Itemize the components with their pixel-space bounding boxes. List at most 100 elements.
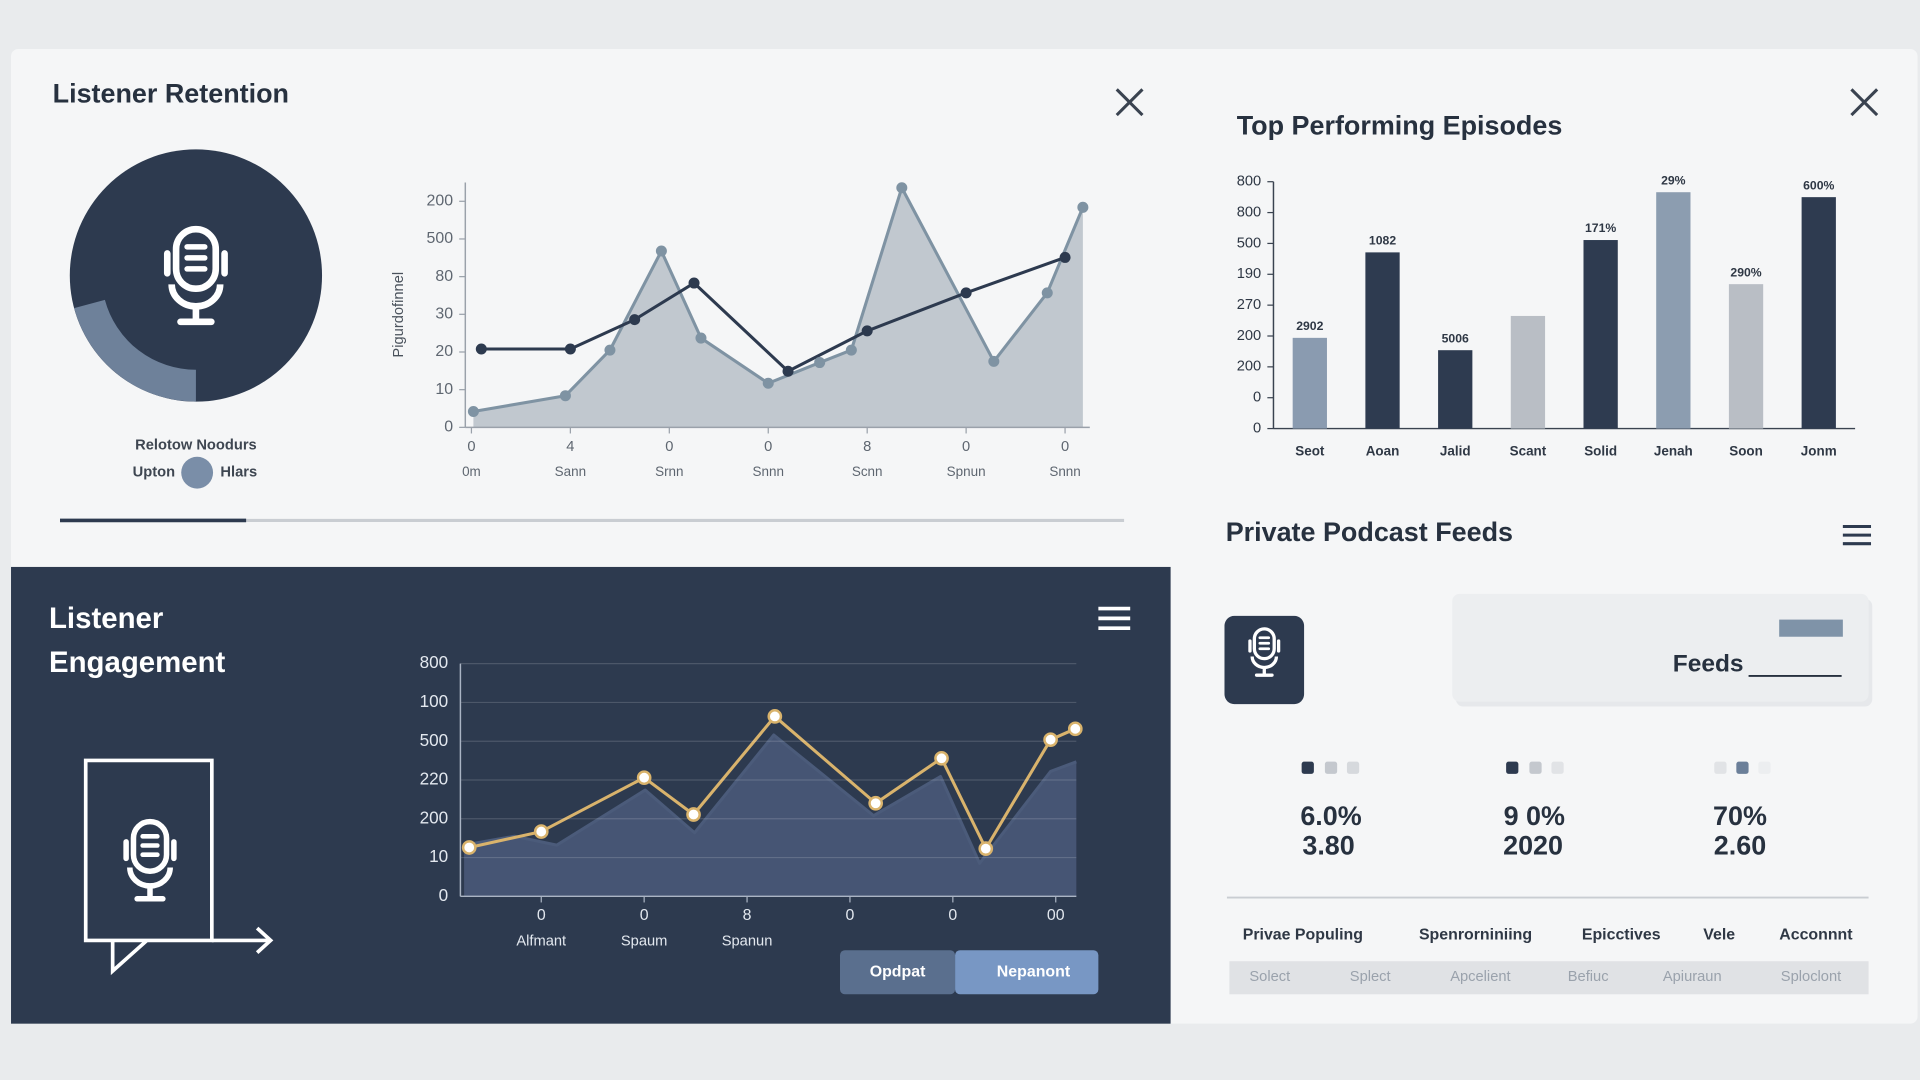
x-tick-label: 0 xyxy=(962,439,970,455)
bar xyxy=(1365,252,1400,429)
y-tick-label: 80 xyxy=(435,268,453,285)
button-label: Nepanont xyxy=(997,963,1071,980)
x-tick-label: 0 xyxy=(537,907,546,924)
point xyxy=(688,277,700,289)
x-tick-label: Seot xyxy=(1295,443,1325,458)
panel-title: Private Podcast Feeds xyxy=(1226,517,1513,547)
y-tick-label: 0 xyxy=(1253,420,1261,436)
bar xyxy=(1292,337,1327,429)
point xyxy=(896,182,908,194)
point xyxy=(782,365,794,377)
table-cell: Apcelient xyxy=(1450,969,1510,985)
y-tick-label: 200 xyxy=(1237,328,1262,344)
point xyxy=(467,406,479,418)
value-label: 2902 xyxy=(1296,319,1323,333)
x-sublabel: Snnn xyxy=(753,464,784,479)
y-tick-label: 30 xyxy=(435,306,453,323)
legend-label: Upton xyxy=(133,465,175,481)
legend-title: Relotow Noodurs xyxy=(135,438,257,454)
y-tick-label: 200 xyxy=(420,807,449,827)
close-button[interactable] xyxy=(1850,88,1879,117)
x-sublabel: 0m xyxy=(462,464,481,479)
y-tick-label: 800 xyxy=(1237,204,1262,220)
x-tick-label: Jonm xyxy=(1801,443,1837,458)
title-box: Listener Engagement xyxy=(48,602,226,680)
bar xyxy=(1801,197,1836,429)
button-label: Opdpat xyxy=(870,963,926,980)
x-sublabel: Sann xyxy=(555,464,586,479)
engagement-icon xyxy=(83,758,274,976)
point xyxy=(533,824,549,839)
table-row[interactable] xyxy=(1229,961,1869,995)
x-tick-label: 8 xyxy=(743,907,752,924)
dots xyxy=(1301,761,1771,774)
point xyxy=(988,355,1000,367)
y-tick-label: 10 xyxy=(435,381,453,398)
point xyxy=(559,390,571,402)
avatar-arc xyxy=(74,299,197,402)
x-tick-label: Aoan xyxy=(1366,443,1400,458)
y-tick-label: 0 xyxy=(1253,390,1261,406)
x-tick-label: 0 xyxy=(467,439,475,455)
column-header: Epicctives xyxy=(1582,927,1661,944)
y-tick-label: 200 xyxy=(427,192,454,209)
point xyxy=(475,343,487,355)
panel-title: Listener Engagement xyxy=(48,602,226,680)
button[interactable] xyxy=(840,950,956,995)
point xyxy=(1077,201,1089,213)
x-tick-label: Jalid xyxy=(1440,443,1471,458)
point xyxy=(461,840,477,855)
table-cell: Apiuraun xyxy=(1663,969,1722,985)
column-header: Vele xyxy=(1703,927,1735,944)
stat-value: 2.60 xyxy=(1714,830,1766,860)
y-tick-label: 190 xyxy=(1237,266,1262,282)
y-tick-label: 20 xyxy=(435,343,453,360)
point xyxy=(767,709,783,724)
bar xyxy=(1656,192,1691,429)
engagement-panel xyxy=(11,566,1171,1024)
column-header: Acconnnt xyxy=(1779,927,1853,944)
x-tick-label: Scant xyxy=(1510,443,1547,458)
avatar-circle xyxy=(69,149,323,402)
area xyxy=(464,735,1077,897)
value-label: 290% xyxy=(1730,265,1761,279)
stats: 6.0% 3.80 9 0% 2020 70% 2.60 xyxy=(1300,801,1767,860)
y-tick-label: 500 xyxy=(420,730,449,750)
table-cell: Sploclont xyxy=(1781,969,1841,985)
point xyxy=(861,325,873,337)
point xyxy=(845,344,857,356)
menu-button[interactable] xyxy=(1842,525,1872,546)
legend-toggle[interactable] xyxy=(181,456,214,489)
x-sublabel: Snnn xyxy=(1049,464,1080,479)
y-tick-label: 100 xyxy=(420,691,449,711)
y-tick-label: 500 xyxy=(427,230,454,247)
x-sublabel: Spanun xyxy=(722,934,773,950)
x-tick-label: 00 xyxy=(1047,907,1065,924)
panel-title: Top Performing Episodes xyxy=(1237,110,1563,140)
y-tick-label: 0 xyxy=(439,885,449,905)
menu-button[interactable] xyxy=(1098,606,1131,630)
point xyxy=(762,377,774,389)
stat-value: 9 0% xyxy=(1504,801,1565,831)
button[interactable] xyxy=(955,950,1099,995)
y-tick-label: 800 xyxy=(420,652,449,672)
close-button[interactable] xyxy=(1115,88,1144,117)
x-sublabel: Spnun xyxy=(947,464,986,479)
column-header: Spenrorniniing xyxy=(1419,927,1532,944)
x-sublabel: Spaum xyxy=(621,934,668,950)
bar xyxy=(1583,240,1618,429)
value-label: 5006 xyxy=(1442,331,1469,345)
x-tick-label: Soon xyxy=(1729,443,1763,458)
feed-card[interactable] xyxy=(1452,593,1869,702)
stat-value: 3.80 xyxy=(1302,830,1354,860)
point xyxy=(1041,287,1053,299)
y-tick-label: 10 xyxy=(429,846,448,866)
point xyxy=(934,750,949,766)
feed-bar xyxy=(1779,619,1843,637)
bar xyxy=(1438,350,1473,429)
point xyxy=(814,357,826,369)
value-label: 171% xyxy=(1585,221,1616,235)
x-tick-label: 8 xyxy=(863,439,871,455)
point xyxy=(695,332,707,344)
